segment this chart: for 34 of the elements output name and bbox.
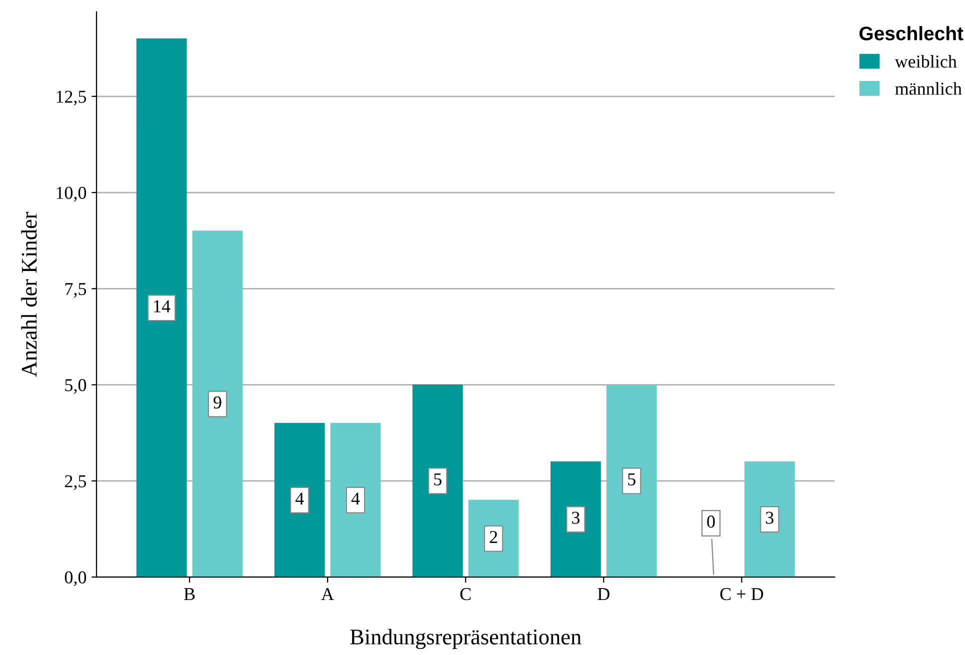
data-label: 2 xyxy=(490,530,498,543)
y-tick-label: 2,5 xyxy=(65,475,86,490)
bar xyxy=(136,38,187,578)
data-label: 0 xyxy=(707,516,715,528)
data-label: 4 xyxy=(295,492,304,504)
bar xyxy=(274,422,325,578)
x-tick-label: D xyxy=(598,588,610,600)
bar xyxy=(606,384,657,578)
x-tick-label: C xyxy=(460,588,471,600)
bar xyxy=(550,461,601,578)
x-tick-label: B xyxy=(184,588,195,600)
data-label: 3 xyxy=(572,512,580,524)
y-tick-label: 5,0 xyxy=(65,379,86,394)
y-tick-label: 10,0 xyxy=(56,186,86,202)
y-tick-label: 7,5 xyxy=(65,283,86,298)
data-label: 5 xyxy=(628,473,636,486)
y-tick-label: 12,5 xyxy=(56,90,86,106)
bar xyxy=(192,230,243,578)
data-label: 9 xyxy=(214,396,222,409)
data-label: 5 xyxy=(434,473,442,486)
y-tick-label: 0,0 xyxy=(64,571,86,586)
x-tick-label: C + D xyxy=(720,588,764,600)
data-label: 3 xyxy=(766,512,774,524)
legend-title: Geschlecht xyxy=(859,26,964,40)
bar xyxy=(744,461,795,578)
legend-label: weiblich xyxy=(894,54,957,68)
x-tick-label: A xyxy=(321,588,334,600)
data-label: 14 xyxy=(154,300,170,312)
x-axis-title: Bindungsrepräsentationen xyxy=(350,628,582,650)
data-label: 4 xyxy=(351,492,360,504)
bar xyxy=(412,384,463,578)
bar xyxy=(330,422,381,578)
y-axis-title: Anzahl der Kinder xyxy=(21,212,37,377)
legend-label: männlich xyxy=(895,82,962,95)
